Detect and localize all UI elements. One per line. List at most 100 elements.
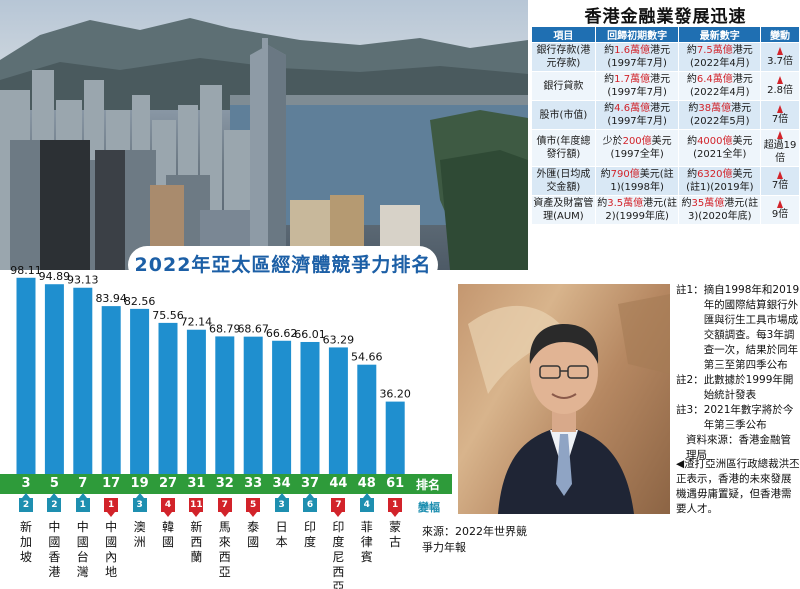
- value-label: 82.56: [124, 295, 156, 308]
- bar-新西蘭: [186, 329, 206, 474]
- item-cell: 銀行貸款: [531, 71, 596, 101]
- item-cell: 外匯(日均成交金額): [531, 166, 596, 196]
- table-row: 股市(市值) 約4.6萬億港元(1997年7月) 約38萬億港元(2022年5月) 7…: [531, 100, 800, 130]
- rank-number: 27: [158, 476, 178, 491]
- bar-中國香港: [44, 284, 64, 474]
- rank-number: 61: [386, 476, 405, 491]
- bar-馬來西亞: [215, 336, 235, 474]
- rank-down-badge: 11: [189, 498, 204, 517]
- change-cell: 超過19倍: [760, 129, 800, 167]
- arrow-up-icon: [777, 75, 784, 84]
- before-cell: 約790億美元(註1)(1998年): [594, 166, 680, 196]
- item-cell: 資產及財富管理(AUM): [531, 195, 596, 225]
- country-label: 馬來西亞: [218, 520, 231, 579]
- arrow-up-icon: [306, 493, 314, 498]
- arrow-down-icon: [220, 512, 229, 517]
- value-label: 68.67: [237, 323, 269, 336]
- value-label: 36.20: [379, 388, 411, 401]
- rank-down-badge: 4: [161, 498, 175, 517]
- change-label: 變幅: [418, 501, 440, 514]
- latest-cell: 約35萬億港元(註3)(2020年底): [678, 195, 762, 225]
- rank-number: 17: [102, 476, 121, 491]
- rank-number: 48: [357, 476, 376, 491]
- value-label: 98.11: [10, 264, 42, 277]
- before-cell: 少於200億美元(1997全年): [594, 129, 680, 167]
- arrow-up-icon: [777, 170, 784, 179]
- rank-number: 5: [49, 476, 59, 491]
- arrow-up-icon: [50, 493, 59, 498]
- bar-中國台灣: [73, 287, 93, 474]
- rank-up-badge: 2: [47, 493, 62, 512]
- chart-source: 來源：2022年世界競爭力年報: [422, 525, 527, 554]
- arrow-down-icon: [192, 512, 201, 517]
- item-cell: 債市(年度總發行額): [531, 129, 596, 167]
- item-cell: 銀行存款(港元存款): [531, 42, 596, 72]
- country-label: 菲律賓: [360, 520, 373, 564]
- arrow-up-icon: [777, 104, 784, 113]
- arrow-down-icon: [164, 512, 172, 517]
- change-cell: 7倍: [760, 166, 800, 196]
- table-notes: 註1： 摘自1998年和2019年的國際結算銀行外匯與衍生工具市場成交額調查。每…: [676, 283, 800, 463]
- table-row: 債市(年度總發行額) 少於200億美元(1997全年) 約4000億美元(2021全…: [531, 129, 800, 167]
- table-row: 外匯(日均成交金額) 約790億美元(註1)(1998年) 約6320億美元(註1)…: [531, 166, 800, 196]
- chart-title: 2022年亞太區經濟體競爭力排名: [128, 246, 438, 284]
- before-cell: 約4.6萬億港元(1997年7月): [594, 100, 680, 130]
- bar-日本: [272, 340, 292, 474]
- country-label: 韓國: [161, 520, 174, 549]
- arrow-up-icon: [777, 131, 784, 139]
- rank-up-badge: 3: [274, 493, 289, 512]
- before-cell: 約1.7萬億港元(1997年7月): [594, 71, 680, 101]
- latest-cell: 約4000億美元(2021全年): [678, 129, 762, 167]
- executive-portrait: [458, 284, 670, 514]
- rank-up-badge: 6: [303, 493, 317, 512]
- bar-印度尼西亞: [328, 347, 348, 474]
- arrow-up-icon: [777, 46, 784, 55]
- change-cell: 3.7倍: [760, 42, 800, 72]
- arrow-down-icon: [249, 512, 258, 517]
- value-label: 54.66: [351, 351, 383, 364]
- arrow-up-icon: [22, 493, 30, 498]
- country-label: 印度尼西亞: [332, 520, 345, 589]
- rank-down-badge: 5: [246, 498, 261, 517]
- country-label: 澳洲: [133, 520, 146, 549]
- hong-kong-skyline-photo: [0, 0, 528, 270]
- bar-菲律賓: [357, 364, 377, 474]
- before-cell: 約3.5萬億港元(註2)(1999年底): [594, 195, 680, 225]
- value-label: 83.94: [95, 292, 127, 305]
- rank-number: 32: [215, 476, 234, 491]
- bar-中國內地: [101, 306, 121, 474]
- bar-泰國: [243, 336, 263, 474]
- rank-down-badge: 1: [104, 498, 119, 517]
- rank-down-badge: 1: [388, 498, 403, 517]
- latest-cell: 約6.4萬億港元(2022年4月): [678, 71, 762, 101]
- value-label: 93.13: [67, 274, 99, 287]
- table-title: 香港金融業發展迅速: [584, 7, 747, 27]
- value-label: 75.56: [152, 309, 184, 322]
- country-label: 中國台灣: [76, 520, 89, 579]
- arrow-up-icon: [78, 493, 87, 498]
- value-label: 72.14: [181, 316, 213, 329]
- country-label: 印度: [303, 520, 316, 549]
- change-cell: 7倍: [760, 100, 800, 130]
- arrow-up-icon: [777, 199, 784, 208]
- table-row: 銀行存款(港元存款) 約1.6萬億港元(1997年7月) 約7.5萬億港元(2022…: [531, 42, 800, 72]
- note-item: 註1： 摘自1998年和2019年的國際結算銀行外匯與衍生工具市場成交額調查。每…: [676, 284, 800, 371]
- arrow-down-icon: [334, 512, 343, 517]
- country-label: 日本: [275, 520, 288, 549]
- value-label: 94.89: [39, 270, 71, 283]
- rank-number: 37: [300, 476, 320, 491]
- rank-up-badge: 3: [132, 493, 147, 512]
- change-cell: 9倍: [760, 195, 800, 225]
- latest-cell: 約6320億美元(註1)(2019年): [678, 166, 762, 196]
- rank-up-badge: 2: [19, 493, 33, 512]
- country-label: 中國香港: [48, 520, 61, 579]
- data-source: 資料來源：香港金融管理局: [686, 434, 791, 461]
- country-label: 泰國: [247, 520, 260, 549]
- table-header: 項目: [531, 26, 596, 43]
- table-header: 變動: [760, 26, 800, 43]
- value-label: 68.79: [209, 322, 241, 335]
- arrow-down-icon: [391, 512, 400, 517]
- finance-table: 項目 回歸初期數字 最新數字 變動 銀行存款(港元存款) 約1.6萬億港元(199…: [531, 26, 800, 225]
- rank-number: 33: [244, 476, 263, 491]
- photo-caption: ◀渣打亞洲區行政總裁洪丕正表示，香港的未來發展機遇毋庸置疑，但香港需要人才。: [676, 458, 800, 515]
